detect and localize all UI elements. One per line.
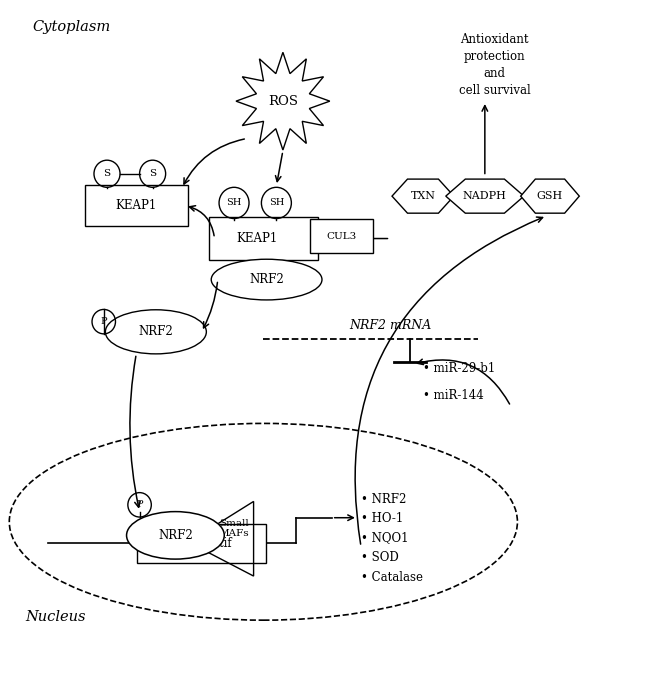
Text: NRF2: NRF2 xyxy=(139,326,173,339)
Text: • NRF2
• HO-1
• NQO1
• SOD
• Catalase: • NRF2 • HO-1 • NQO1 • SOD • Catalase xyxy=(361,492,423,583)
FancyBboxPatch shape xyxy=(209,217,318,260)
Ellipse shape xyxy=(127,512,224,559)
Ellipse shape xyxy=(212,259,322,300)
Text: • miR-144: • miR-144 xyxy=(423,389,484,402)
Text: S: S xyxy=(103,169,110,179)
FancyBboxPatch shape xyxy=(137,524,266,563)
Text: P: P xyxy=(101,317,107,326)
Text: SH: SH xyxy=(227,198,242,207)
Text: Antioxidant
protection
and
cell survival: Antioxidant protection and cell survival xyxy=(459,34,530,97)
Text: Small
MAFs: Small MAFs xyxy=(219,519,250,538)
Text: SH: SH xyxy=(269,198,284,207)
Text: ROS: ROS xyxy=(268,94,298,107)
Text: GSH: GSH xyxy=(537,191,563,201)
Text: Nucleus: Nucleus xyxy=(26,610,86,624)
Ellipse shape xyxy=(105,310,206,354)
Text: Cytoplasm: Cytoplasm xyxy=(32,20,110,34)
Text: KEAP1: KEAP1 xyxy=(237,232,277,245)
Text: S: S xyxy=(149,169,156,179)
Text: CUL3: CUL3 xyxy=(327,232,357,241)
Polygon shape xyxy=(521,179,579,213)
Text: • miR-29-b1: • miR-29-b1 xyxy=(423,363,495,376)
Text: NRF2 mRNA: NRF2 mRNA xyxy=(350,319,432,332)
Text: P: P xyxy=(136,500,143,510)
Polygon shape xyxy=(392,179,454,213)
Polygon shape xyxy=(445,179,524,213)
Text: NADPH: NADPH xyxy=(463,191,507,201)
Text: KEAP1: KEAP1 xyxy=(116,199,157,212)
FancyBboxPatch shape xyxy=(85,185,188,226)
FancyBboxPatch shape xyxy=(309,219,373,253)
Text: TXN: TXN xyxy=(411,191,436,201)
Text: NRF2: NRF2 xyxy=(158,529,193,542)
Text: ARE motif: ARE motif xyxy=(171,537,232,550)
Text: NRF2: NRF2 xyxy=(249,273,284,286)
